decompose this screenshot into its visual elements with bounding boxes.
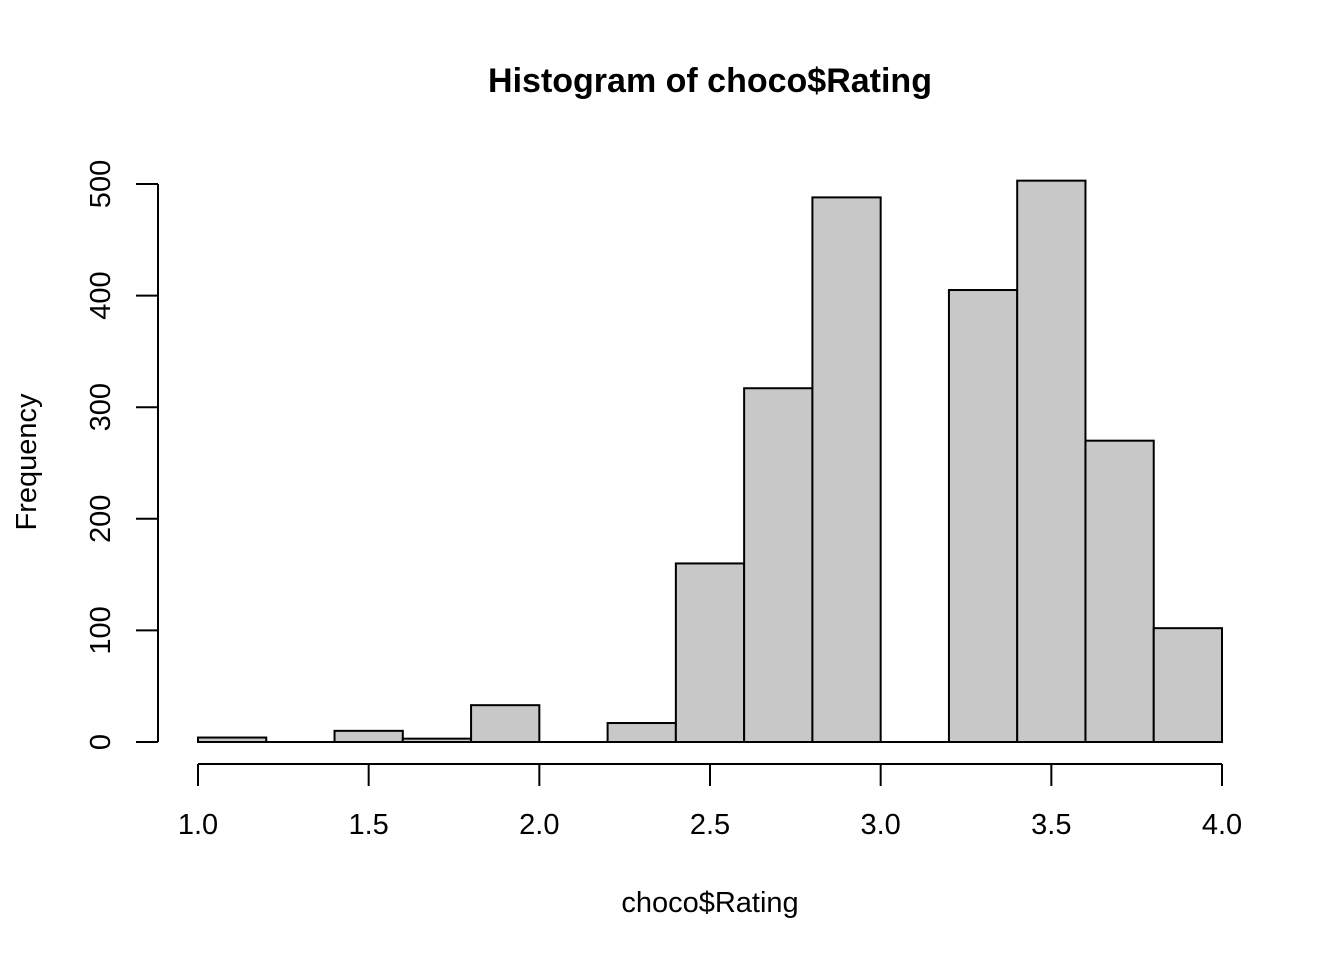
x-tick-label: 2.0 [519,809,559,841]
histogram-bar-13 [1084,439,1155,743]
y-tick-label: 400 [85,271,117,319]
x-tick-label: 2.5 [690,809,730,841]
bars-group [197,179,1223,744]
histogram-bar-8 [743,387,814,743]
x-tick-label: 1.0 [178,809,218,841]
histogram-bar-2 [333,729,404,744]
histogram-bar-3 [401,737,473,743]
x-axis-label: choco$Rating [621,887,798,919]
x-tick-label: 3.5 [1031,809,1071,841]
x-tick-label: 1.5 [349,809,389,841]
x-tick-label: 3.0 [861,809,901,841]
y-tick-label: 300 [85,383,117,431]
y-tick-label: 200 [85,495,117,543]
histogram-bar-9 [811,196,882,743]
histogram-bar-4 [470,704,541,743]
histogram-bar-11 [947,289,1019,743]
histogram-bar-6 [606,722,677,744]
y-tick-label: 100 [85,606,117,654]
x-tick-label: 4.0 [1202,809,1242,841]
y-axis-label: Frequency [11,393,43,531]
x-axis: 1.0 1.5 2.0 2.5 3.0 3.5 4.0 [178,763,1242,841]
histogram-bar-12 [1016,179,1087,744]
y-axis: 0 100 200 300 400 500 [85,160,159,750]
histogram-bar-14 [1152,627,1223,744]
histogram-bar-7 [674,562,746,743]
y-tick-label: 500 [85,160,117,208]
chart-title: Histogram of choco$Rating [488,62,932,100]
y-tick-label: 0 [85,734,117,750]
histogram-bar-0 [197,736,268,744]
